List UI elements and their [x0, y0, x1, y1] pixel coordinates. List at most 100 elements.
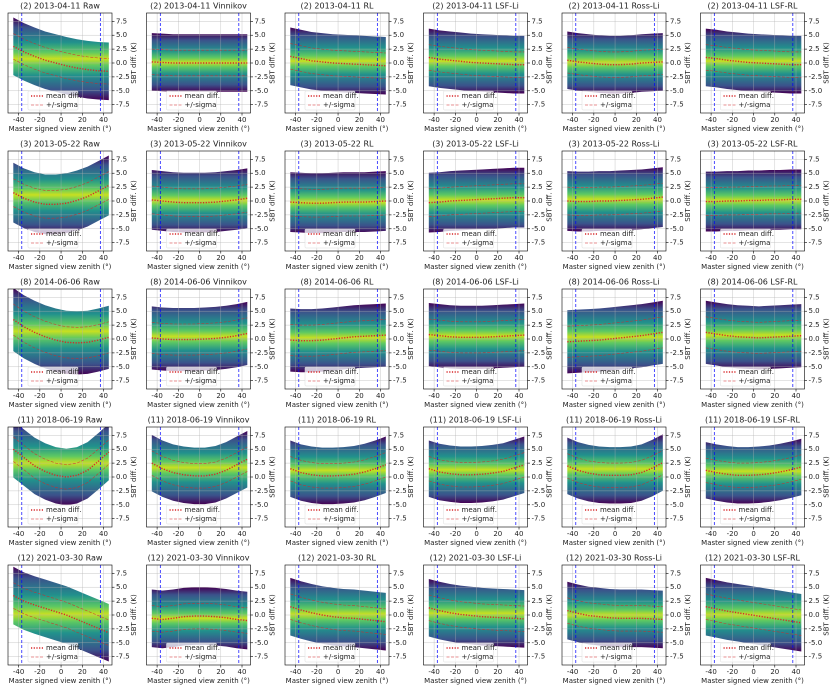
y-tick-label: -5.0 — [532, 501, 546, 509]
y-tick-label: -7.5 — [809, 515, 823, 523]
x-tick-label: 20 — [493, 392, 502, 400]
x-tick-label: 20 — [216, 254, 225, 262]
y-axis-label: SBT diff. (K) — [407, 594, 415, 636]
sigma-line — [13, 436, 110, 466]
x-tick-label: 0 — [474, 254, 478, 262]
y-tick-label: -2.5 — [670, 487, 684, 495]
x-tick-label: -20 — [727, 254, 738, 262]
x-tick-label: 20 — [355, 392, 364, 400]
sigma-line — [428, 318, 525, 323]
y-tick-label: -5.0 — [532, 87, 546, 95]
y-axis-label: SBT diff. (K) — [269, 456, 277, 498]
y-axis-label: SBT diff. (K) — [823, 594, 831, 636]
panel: (11) 2018-06-19 Vinnikov 7.5 5.0 2.5 0.0 -2.5… — [146, 416, 277, 547]
y-tick-label: 2.5 — [393, 45, 404, 53]
sigma-line — [290, 214, 386, 218]
y-tick-label: -7.5 — [532, 239, 546, 247]
x-tick-label: -20 — [34, 254, 45, 262]
y-tick-label: -7.5 — [809, 377, 823, 385]
legend-label: mean diff. — [46, 92, 82, 100]
x-axis-label: Master signed view zenith (°) — [9, 677, 112, 685]
legend-label: mean diff. — [600, 644, 636, 652]
legend-label: mean diff. — [600, 92, 636, 100]
sigma-line — [428, 349, 525, 354]
panel-title: (11) 2018-06-19 LSF-RL — [705, 416, 801, 425]
y-axis-label: SBT diff. (K) — [407, 42, 415, 84]
y-tick-label: 0.0 — [670, 59, 681, 67]
legend-label: mean diff. — [739, 368, 775, 376]
panel: (8) 2014-06-06 LSF-RL 7.5 5.0 2.5 0.0 -2.5 -5.… — [700, 278, 831, 409]
y-tick-label: 7.5 — [393, 155, 404, 163]
y-tick-label: 5.0 — [670, 169, 681, 177]
y-axis-label: SBT diff. (K) — [546, 180, 554, 222]
x-tick-label: -40 — [705, 530, 716, 538]
y-tick-label: -2.5 — [393, 487, 407, 495]
y-tick-label: 2.5 — [116, 597, 127, 605]
panel: (11) 2018-06-19 Ross-Li 7.5 5.0 2.5 0.0 -2.5 -… — [561, 416, 692, 547]
x-tick-label: 0 — [751, 254, 755, 262]
y-tick-label: -7.5 — [809, 239, 823, 247]
legend-label: +/-sigma — [323, 101, 355, 109]
y-tick-label: 5.0 — [393, 445, 404, 453]
panel-title: (11) 2018-06-19 Ross-Li — [566, 416, 662, 425]
y-axis-label: SBT diff. (K) — [130, 594, 138, 636]
legend-label: mean diff. — [600, 506, 636, 514]
plot-area — [285, 427, 389, 527]
mean-line — [290, 464, 387, 477]
plot-area — [700, 13, 805, 113]
x-tick-label: -20 — [588, 668, 599, 676]
x-tick-label: -20 — [173, 392, 184, 400]
x-tick-label: -20 — [311, 392, 322, 400]
x-tick-label: -40 — [428, 530, 439, 538]
x-tick-label: -40 — [428, 116, 439, 124]
y-tick-label: -7.5 — [393, 239, 407, 247]
y-tick-label: -7.5 — [116, 515, 130, 523]
y-tick-label: -2.5 — [809, 625, 823, 633]
sigma-line — [151, 48, 248, 51]
y-tick-label: -5.0 — [255, 87, 269, 95]
plot-area — [562, 13, 666, 113]
x-tick-label: -20 — [588, 392, 599, 400]
y-tick-label: -7.5 — [116, 239, 130, 247]
x-tick-label: 40 — [515, 254, 524, 262]
sigma-line — [290, 43, 386, 54]
y-tick-label: 7.5 — [532, 293, 543, 301]
plot-area — [423, 427, 528, 527]
panel: (11) 2018-06-19 LSF-Li 7.5 5.0 2.5 0.0 -2.5 -5… — [423, 416, 554, 547]
legend-label: +/-sigma — [462, 101, 494, 109]
y-tick-label: 2.5 — [532, 45, 543, 53]
x-tick-label: -20 — [173, 254, 184, 262]
legend-label: +/-sigma — [323, 377, 355, 385]
legend-label: mean diff. — [46, 230, 82, 238]
y-tick-label: 0.0 — [116, 611, 127, 619]
y-tick-label: 7.5 — [393, 17, 404, 25]
panel: (2) 2013-04-11 Vinnikov 7.5 5.0 2.5 0.0 -2.5 -… — [146, 2, 277, 133]
y-tick-label: -5.0 — [393, 225, 407, 233]
y-tick-label: -5.0 — [670, 225, 684, 233]
x-tick-label: -20 — [311, 668, 322, 676]
legend-label: mean diff. — [323, 230, 359, 238]
x-tick-label: -20 — [34, 392, 45, 400]
sigma-line — [290, 186, 386, 190]
panel-title: (2) 2013-04-11 Raw — [20, 2, 100, 11]
y-tick-label: 5.0 — [255, 31, 266, 39]
sigma-line — [290, 319, 386, 326]
legend-label: mean diff. — [323, 506, 359, 514]
y-tick-label: 0.0 — [670, 611, 681, 619]
panel-title: (12) 2021-03-30 Ross-Li — [566, 554, 662, 563]
x-tick-label: 0 — [197, 392, 201, 400]
panel-title: (3) 2013-05-22 Vinnikov — [150, 140, 247, 149]
y-tick-label: 2.5 — [255, 321, 266, 329]
y-tick-label: 7.5 — [255, 17, 266, 25]
y-tick-label: 7.5 — [809, 431, 820, 439]
y-tick-label: 5.0 — [255, 169, 266, 177]
y-axis-label: SBT diff. (K) — [546, 594, 554, 636]
x-axis-label: Master signed view zenith (°) — [147, 263, 250, 271]
panel-title: (3) 2013-05-22 RL — [301, 140, 374, 149]
sigma-line — [151, 348, 248, 356]
sigma-line — [428, 620, 525, 632]
x-tick-label: 0 — [474, 668, 478, 676]
y-tick-label: -7.5 — [116, 101, 130, 109]
y-tick-label: 2.5 — [670, 459, 681, 467]
x-tick-label: 40 — [238, 668, 247, 676]
